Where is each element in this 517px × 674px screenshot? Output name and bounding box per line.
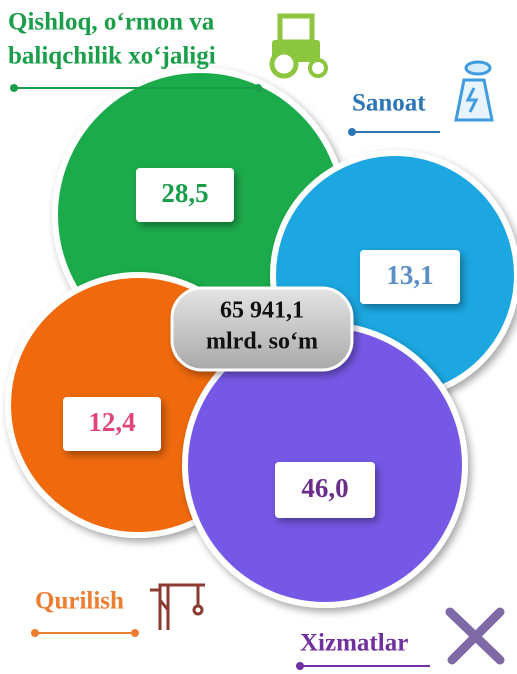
sector-label: Qishloq, o‘rmon va (8, 9, 215, 36)
center-unit: mlrd. so‘m (206, 329, 318, 355)
sector-label: Xizmatlar (300, 630, 408, 657)
factory-icon (454, 60, 494, 122)
sector-label: baliqchilik xo‘jaligi (8, 43, 216, 70)
label-dot (131, 629, 139, 637)
center-total: 65 941,1 (220, 298, 304, 324)
label-dot (254, 84, 262, 92)
sector-value: 12,4 (88, 407, 135, 437)
sector-value: 46,0 (301, 473, 348, 503)
label-dot (31, 629, 39, 637)
label-dot (348, 128, 356, 136)
sector-label: Sanoat (352, 90, 426, 117)
value-box: 12,4 (63, 397, 161, 451)
sector-label: Qurilish (35, 588, 124, 615)
tractor-icon (269, 13, 328, 79)
value-box: 13,1 (360, 250, 460, 304)
sector-value: 28,5 (161, 178, 208, 208)
tools-icon (445, 607, 505, 665)
sector-value: 13,1 (386, 260, 433, 290)
value-box: 28,5 (136, 168, 234, 222)
value-box: 46,0 (275, 462, 375, 518)
label-dot (10, 84, 18, 92)
label-dot (296, 662, 304, 670)
crane-icon (150, 583, 205, 630)
center-box (170, 286, 354, 372)
